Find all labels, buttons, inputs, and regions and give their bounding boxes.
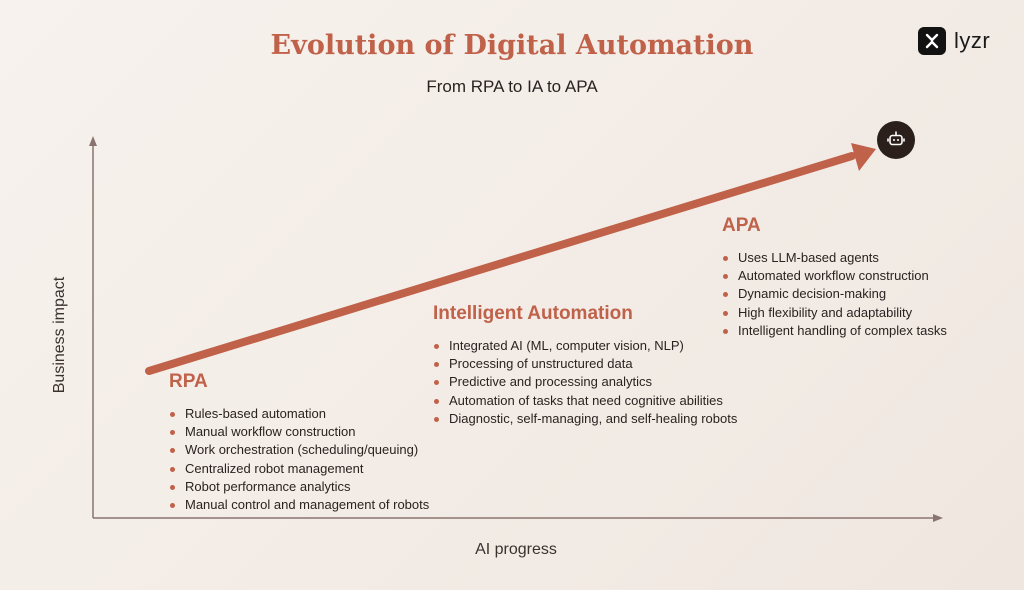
stage-ia-title: Intelligent Automation: [433, 303, 633, 324]
x-axis-label: AI progress: [475, 541, 557, 558]
page-title: Evolution of Digital Automation: [270, 30, 754, 61]
list-item: Diagnostic, self-managing, and self-heal…: [433, 410, 737, 428]
stage-rpa: RPA Rules-based automation Manual workfl…: [169, 371, 429, 514]
stage-intelligent-automation: Intelligent Automation Integrated AI (ML…: [433, 303, 737, 428]
list-item: Manual control and management of robots: [169, 496, 429, 514]
list-item: Work orchestration (scheduling/queuing): [169, 441, 429, 459]
stage-apa-title: APA: [722, 215, 761, 236]
stage-ia-list: Integrated AI (ML, computer vision, NLP)…: [433, 337, 737, 428]
list-item: Processing of unstructured data: [433, 355, 737, 373]
lyzr-logo: lyzr: [918, 27, 990, 55]
list-item: Robot performance analytics: [169, 478, 429, 496]
trend-arrow: [145, 143, 876, 375]
lyzr-logo-text: lyzr: [954, 28, 991, 53]
list-item: Automated workflow construction: [722, 267, 947, 285]
list-item: Automation of tasks that need cognitive …: [433, 392, 737, 410]
y-axis-label: Business impact: [51, 276, 68, 394]
stage-rpa-list: Rules-based automation Manual workflow c…: [169, 405, 429, 514]
list-item: High flexibility and adaptability: [722, 304, 947, 322]
y-axis: [89, 136, 97, 518]
list-item: Dynamic decision-making: [722, 285, 947, 303]
list-item: Predictive and processing analytics: [433, 373, 737, 391]
list-item: Rules-based automation: [169, 405, 429, 423]
page-subtitle: From RPA to IA to APA: [426, 77, 598, 96]
list-item: Uses LLM-based agents: [722, 249, 947, 267]
list-item: Manual workflow construction: [169, 423, 429, 441]
robot-icon: [877, 121, 915, 159]
stage-apa: APA Uses LLM-based agents Automated work…: [722, 215, 947, 340]
stage-rpa-title: RPA: [169, 371, 208, 392]
list-item: Centralized robot management: [169, 460, 429, 478]
lyzr-logo-icon: [918, 27, 946, 55]
stage-apa-list: Uses LLM-based agents Automated workflow…: [722, 249, 947, 340]
list-item: Intelligent handling of complex tasks: [722, 322, 947, 340]
x-axis: [93, 514, 943, 522]
list-item: Integrated AI (ML, computer vision, NLP): [433, 337, 737, 355]
